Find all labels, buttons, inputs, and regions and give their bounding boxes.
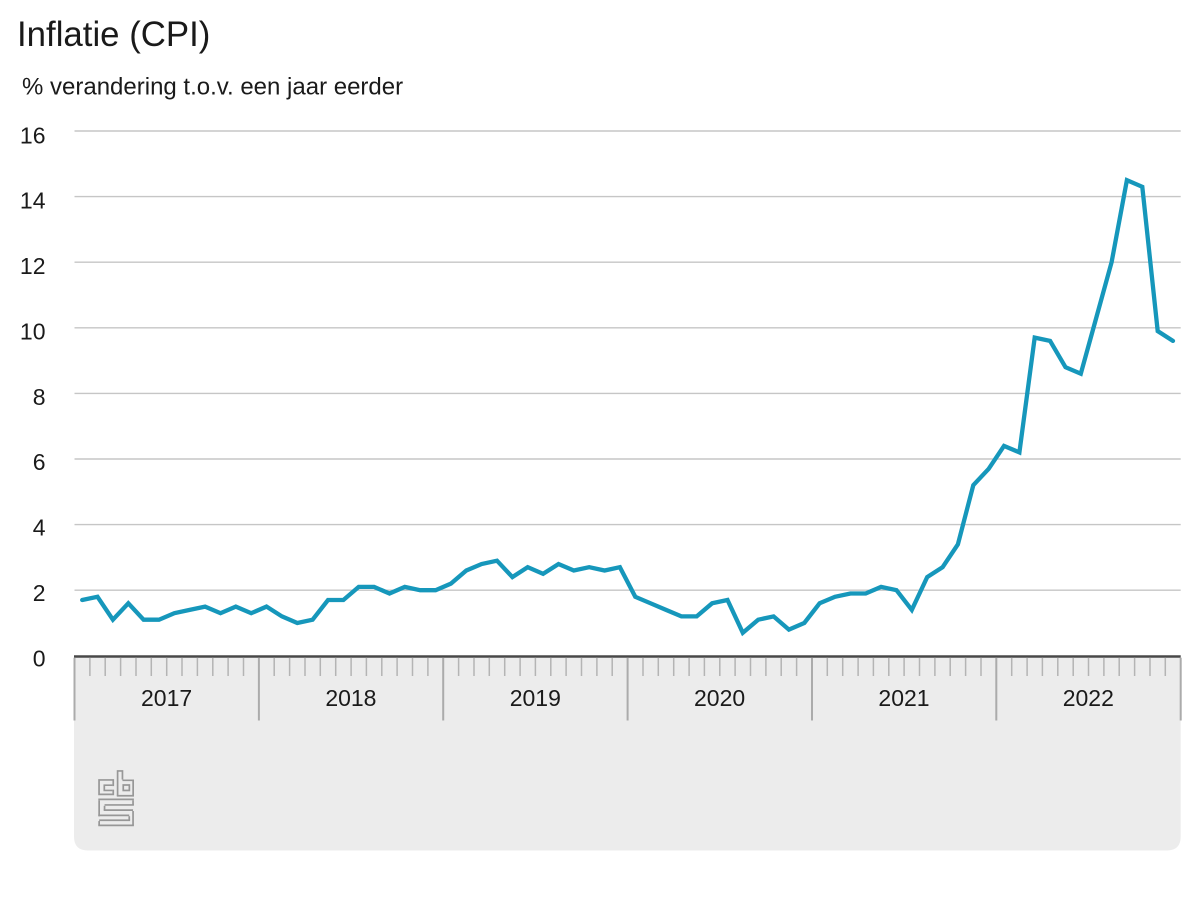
- svg-text:2020: 2020: [694, 685, 745, 711]
- svg-text:6: 6: [33, 449, 46, 475]
- svg-text:16: 16: [20, 122, 46, 148]
- svg-text:4: 4: [33, 515, 46, 541]
- svg-text:12: 12: [20, 253, 46, 279]
- svg-text:% verandering t.o.v. een jaar: % verandering t.o.v. een jaar eerder: [22, 74, 403, 101]
- svg-text:0: 0: [33, 646, 46, 672]
- svg-text:Inflatie (CPI): Inflatie (CPI): [17, 15, 210, 54]
- svg-text:10: 10: [20, 318, 46, 344]
- svg-text:14: 14: [20, 188, 46, 214]
- svg-text:8: 8: [33, 384, 46, 410]
- svg-text:2019: 2019: [510, 685, 561, 711]
- svg-text:2017: 2017: [141, 685, 192, 711]
- svg-text:2022: 2022: [1063, 685, 1114, 711]
- svg-text:2: 2: [33, 580, 46, 606]
- svg-text:2018: 2018: [325, 685, 376, 711]
- svg-text:2021: 2021: [878, 685, 929, 711]
